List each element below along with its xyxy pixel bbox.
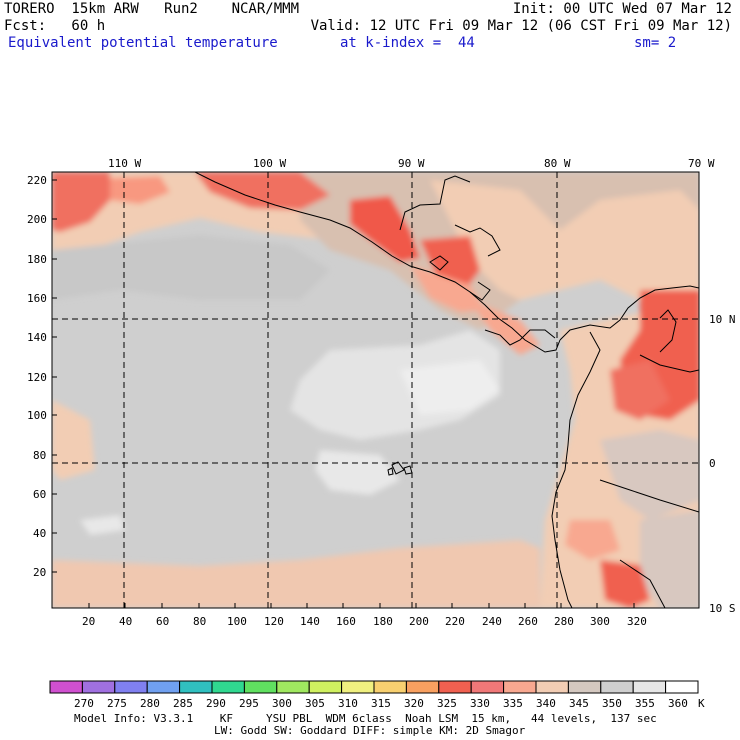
lon-label-90w: 90 W — [398, 157, 425, 170]
coastlines — [194, 172, 699, 608]
cb-label-330: 330 — [470, 697, 490, 710]
physics-info: LW: Godd SW: Goddard DIFF: simple KM: 2D… — [214, 724, 526, 737]
y-tick-220: 220 — [27, 174, 47, 187]
x-tick-260: 260 — [518, 615, 538, 628]
y-tick-140: 140 — [27, 331, 47, 344]
cb-label-300: 300 — [272, 697, 292, 710]
y-tick-180: 180 — [27, 253, 47, 266]
y-tick-160: 160 — [27, 292, 47, 305]
x-tick-320: 320 — [627, 615, 647, 628]
cb-label-305: 305 — [305, 697, 325, 710]
y-tick-200: 200 — [27, 213, 47, 226]
model-title: TORERO 15km ARW Run2 NCAR/MMM — [4, 1, 300, 17]
x-tick-160: 160 — [336, 615, 356, 628]
axis-ticks — [52, 179, 635, 608]
cb-label-280: 280 — [140, 697, 160, 710]
valid-time: Valid: 12 UTC Fri 09 Mar 12 (06 CST Fri … — [310, 18, 732, 34]
cb-label-270: 270 — [74, 697, 94, 710]
cb-label-310: 310 — [338, 697, 358, 710]
cb-label-335: 335 — [503, 697, 523, 710]
cb-label-315: 315 — [371, 697, 391, 710]
graticule — [52, 172, 699, 608]
colorbar-swatch — [179, 680, 213, 694]
lat-label-10s: 10 S — [709, 602, 736, 615]
cb-label-320: 320 — [404, 697, 424, 710]
y-tick-40: 40 — [33, 527, 47, 540]
model-info: Model Info: V3.3.1 KF YSU PBL WDM 6class… — [74, 712, 657, 725]
y-tick-60: 60 — [33, 488, 47, 501]
colorbar-swatch — [632, 680, 667, 694]
x-tick-120: 120 — [264, 615, 284, 628]
colorbar-swatch — [276, 680, 310, 694]
x-tick-20: 20 — [82, 615, 96, 628]
y-tick-80: 80 — [33, 449, 47, 462]
y-tick-20: 20 — [33, 566, 47, 579]
x-tick-220: 220 — [445, 615, 465, 628]
cb-label-355: 355 — [635, 697, 655, 710]
x-tick-280: 280 — [554, 615, 574, 628]
colorbar-swatch — [438, 680, 472, 694]
colorbar-swatch — [81, 680, 116, 694]
x-tick-80: 80 — [193, 615, 207, 628]
map-frame — [51, 171, 700, 609]
x-tick-300: 300 — [590, 615, 610, 628]
x-tick-60: 60 — [156, 615, 170, 628]
cb-label-290: 290 — [206, 697, 226, 710]
lon-label-80w: 80 W — [544, 157, 571, 170]
lat-label-eq: 0 — [709, 457, 716, 470]
init-time: Init: 00 UTC Wed 07 Mar 12 — [512, 1, 732, 17]
level-info: at k-index = 44 — [340, 35, 475, 51]
field-name: Equivalent potential temperature — [8, 35, 278, 51]
colorbar-swatch — [470, 680, 505, 694]
colorbar-swatch — [49, 680, 83, 694]
colorbar-swatch — [146, 680, 181, 694]
colorbar-swatch — [114, 680, 148, 694]
x-tick-200: 200 — [409, 615, 429, 628]
colorbar-swatch — [535, 680, 569, 694]
x-tick-40: 40 — [119, 615, 133, 628]
forecast-hour: Fcst: 60 h — [4, 18, 106, 34]
colorbar-swatch — [373, 680, 407, 694]
colorbar-swatch — [567, 680, 602, 694]
colorbar-swatch — [243, 680, 278, 694]
lat-label-10n: 10 N — [709, 313, 736, 326]
colorbar-swatch — [211, 680, 245, 694]
colorbar-swatch — [308, 680, 343, 694]
cb-label-285: 285 — [173, 697, 193, 710]
colorbar-swatch — [600, 680, 634, 694]
lon-label-70w: 70 W — [688, 157, 715, 170]
colorbar-swatch — [341, 680, 375, 694]
x-tick-240: 240 — [482, 615, 502, 628]
lon-label-100w: 100 W — [253, 157, 287, 170]
y-tick-100: 100 — [27, 409, 47, 422]
x-tick-100: 100 — [227, 615, 247, 628]
cb-label-345: 345 — [569, 697, 589, 710]
cb-unit: K — [698, 697, 705, 710]
cb-label-340: 340 — [536, 697, 556, 710]
theta-e-field — [52, 172, 699, 608]
cb-label-275: 275 — [107, 697, 127, 710]
cb-label-325: 325 — [437, 697, 457, 710]
y-tick-120: 120 — [27, 371, 47, 384]
cb-label-295: 295 — [239, 697, 259, 710]
cb-label-360: 360 — [668, 697, 688, 710]
colorbar-swatch — [503, 680, 537, 694]
colorbar-swatch — [665, 680, 699, 694]
lon-label-110w: 110 W — [108, 157, 142, 170]
cb-label-350: 350 — [602, 697, 622, 710]
x-tick-180: 180 — [373, 615, 393, 628]
x-tick-140: 140 — [300, 615, 320, 628]
colorbar-swatch — [405, 680, 440, 694]
smoothing-info: sm= 2 — [634, 35, 677, 51]
